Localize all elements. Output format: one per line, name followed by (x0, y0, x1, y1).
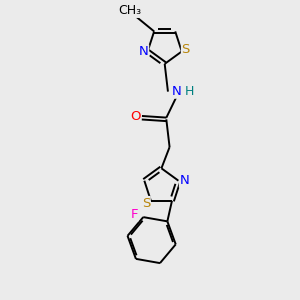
Text: S: S (182, 43, 190, 56)
Text: F: F (130, 208, 138, 221)
Text: CH₃: CH₃ (119, 4, 142, 17)
Text: N: N (172, 85, 182, 98)
Text: H: H (184, 85, 194, 98)
Text: N: N (179, 174, 189, 187)
Text: N: N (139, 45, 148, 58)
Text: O: O (130, 110, 141, 123)
Text: S: S (142, 196, 150, 210)
